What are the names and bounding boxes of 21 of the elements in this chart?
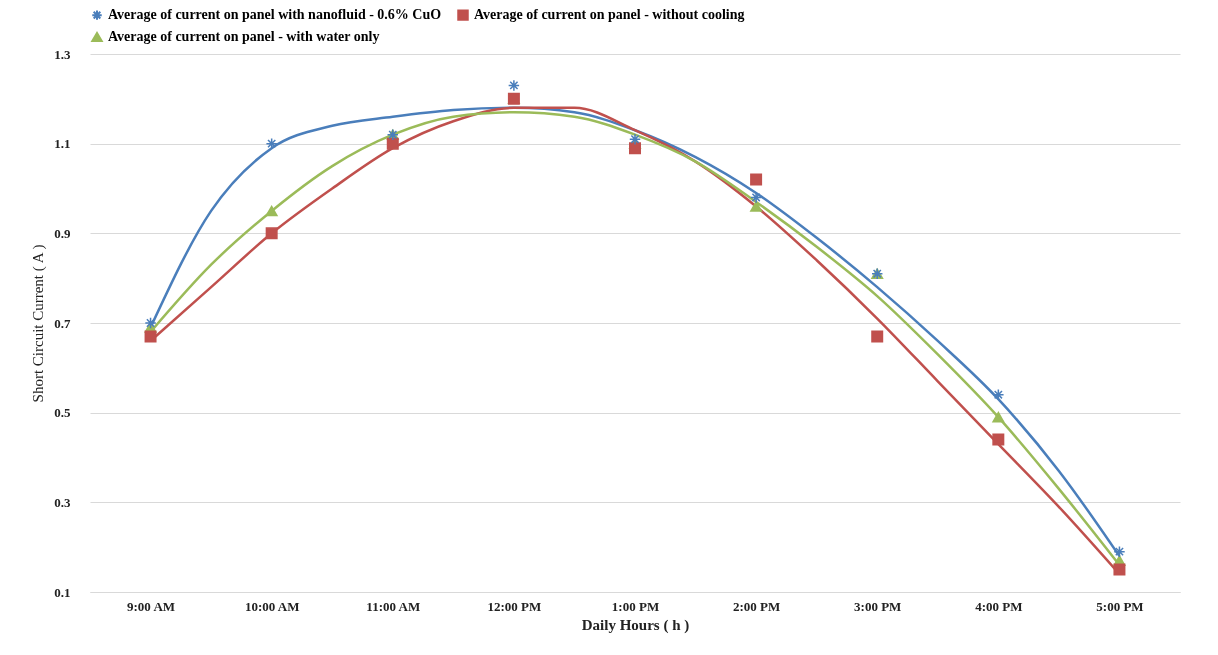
y-tick-label: 0.7	[54, 315, 71, 331]
x-tick-label: 5:00 PM	[1096, 598, 1144, 614]
y-tick-label: 1.1	[54, 136, 71, 152]
y-tick-label: 0.9	[54, 225, 71, 241]
y-tick-label: 0.5	[54, 405, 71, 421]
x-tick-label: 4:00 PM	[975, 598, 1023, 614]
x-tick-label: 9:00 AM	[127, 598, 176, 614]
x-tick-label: 12:00 PM	[487, 598, 542, 614]
legend-label: Average of current on panel with nanofluid - 0.6% CuO	[108, 7, 442, 23]
y-tick-label: 0.1	[54, 584, 71, 600]
legend-label: Average of current on panel - with water only	[108, 29, 380, 44]
x-tick-label: 3:00 PM	[854, 598, 902, 614]
y-tick-label: 1.3	[54, 46, 71, 62]
y-axis-title: Short Circuit Current ( A )	[30, 244, 48, 403]
x-tick-label: 1:00 PM	[611, 598, 660, 614]
x-tick-label: 10:00 AM	[244, 598, 300, 614]
legend-label: Average of current on panel - without cooling	[474, 7, 745, 23]
y-tick-label: 0.3	[54, 494, 71, 510]
x-tick-label: 11:00 AM	[366, 598, 421, 614]
x-tick-label: 2:00 PM	[732, 598, 781, 614]
x-axis-title: Daily Hours ( h )	[581, 616, 690, 634]
